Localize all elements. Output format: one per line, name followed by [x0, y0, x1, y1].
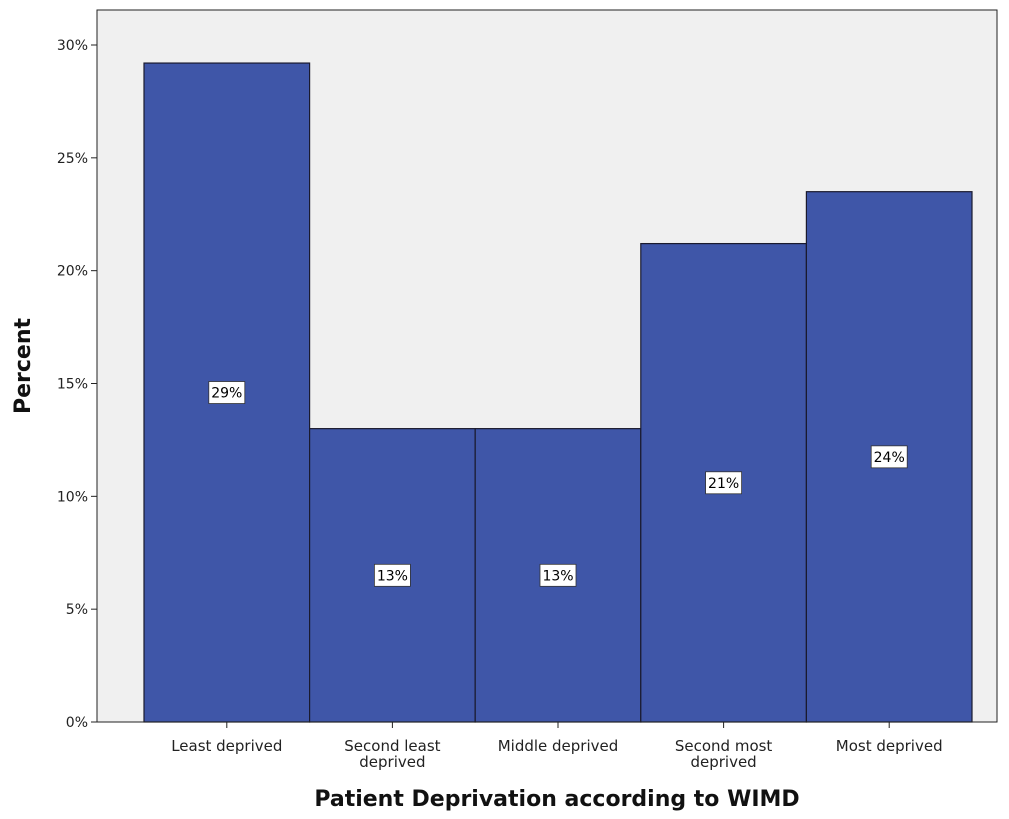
data-label: 13%	[373, 563, 411, 587]
data-label-text: 24%	[874, 450, 905, 466]
x-tick-label: Second least	[344, 737, 440, 755]
data-label: 29%	[208, 381, 246, 404]
x-tick-label: Second most	[675, 737, 773, 755]
y-tick-label: 30%	[57, 38, 88, 54]
data-label-text: 29%	[211, 386, 242, 402]
data-label: 24%	[870, 445, 908, 469]
data-label-text: 13%	[542, 568, 573, 584]
data-label-box	[870, 445, 908, 469]
data-label-text: 21%	[708, 476, 739, 492]
data-label-box	[373, 563, 411, 587]
data-labels-group: 29% 13% 13% 21% 24%	[208, 381, 908, 587]
x-axis: Least deprived Second leastdeprivedMiddle…	[97, 721, 997, 771]
data-label-text: 13%	[377, 568, 408, 584]
x-tick-label: deprived	[690, 753, 756, 771]
x-tick-label: deprived	[359, 753, 425, 771]
y-tick-label: 5%	[66, 602, 88, 618]
y-tick-label: 10%	[57, 489, 88, 505]
data-label-box	[539, 563, 577, 587]
y-tick-label: 15%	[57, 377, 88, 393]
data-label-box	[208, 381, 246, 404]
bars-group	[143, 62, 973, 723]
y-tick-label: 25%	[57, 151, 88, 167]
y-tick-label: 0%	[66, 715, 88, 731]
y-axis-title: Percent	[11, 318, 36, 415]
y-tick-label: 20%	[57, 264, 88, 280]
x-tick-label: Least deprived	[171, 737, 282, 755]
data-label: 21%	[705, 471, 742, 495]
data-label: 13%	[539, 563, 577, 587]
x-tick-label: Middle deprived	[498, 737, 619, 755]
y-axis: 0% 5% 10% 15% 20% 25% 30%	[57, 10, 98, 731]
data-label-box	[705, 471, 742, 495]
x-axis-title: Patient Deprivation according to WIMD	[314, 787, 799, 812]
x-tick-label: Most deprived	[836, 737, 943, 755]
